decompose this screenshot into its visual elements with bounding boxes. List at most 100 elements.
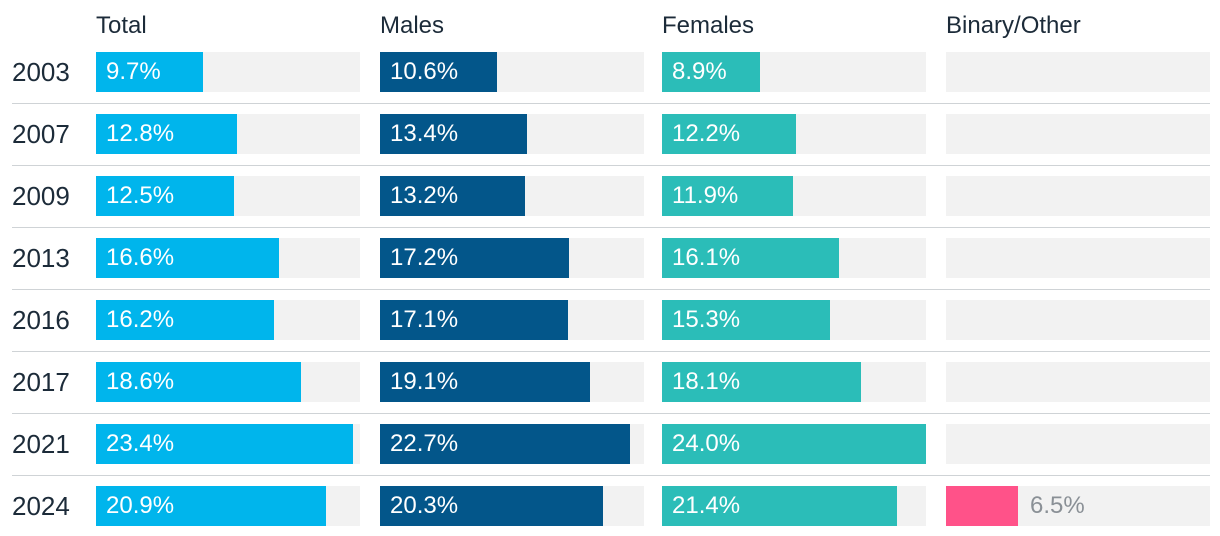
bar-track-males: 13.2%: [380, 176, 644, 216]
column-header-males: Males: [380, 12, 445, 39]
year-label: 2003: [12, 57, 70, 87]
bar-females: [662, 52, 760, 92]
bar-track-females: 8.9%: [662, 52, 926, 92]
bar-track-females: 18.1%: [662, 362, 926, 402]
row-2003: 2003 9.7% 10.6% 8.9%: [0, 52, 1220, 92]
value-label: 18.1%: [672, 368, 741, 395]
row-2021: 2021 23.4% 22.7% 24.0%: [0, 424, 1220, 464]
bar-females: [662, 486, 897, 526]
bar-females: [662, 300, 830, 340]
bar-track-binary-other: [946, 52, 1210, 92]
bar-track-males: 13.4%: [380, 114, 644, 154]
bar-track-binary-other: 6.5%: [946, 486, 1210, 526]
bar-males: [380, 176, 525, 216]
bar-track-total: 16.2%: [96, 300, 360, 340]
bar-track-males: 22.7%: [380, 424, 644, 464]
bar-track-females: 21.4%: [662, 486, 926, 526]
bar-total: [96, 362, 301, 402]
year-label: 2017: [12, 367, 70, 397]
value-label: 17.2%: [390, 244, 459, 271]
row-2017: 2017 18.6% 19.1% 18.1%: [0, 362, 1220, 402]
value-label: 8.9%: [672, 58, 727, 85]
bar-males: [380, 114, 527, 154]
row-2009: 2009 12.5% 13.2% 11.9%: [0, 176, 1220, 216]
bar-females: [662, 176, 793, 216]
value-label: 17.1%: [390, 306, 459, 333]
value-label: 6.5%: [1030, 492, 1085, 519]
bar-track-males: 10.6%: [380, 52, 644, 92]
bar-track-binary-other: [946, 300, 1210, 340]
bar-track-females: 24.0%: [662, 424, 926, 464]
bar-males: [380, 238, 569, 278]
column-header-total: Total: [96, 12, 147, 39]
value-label: 15.3%: [672, 306, 741, 333]
bar-total: [96, 424, 353, 464]
bar-track-females: 16.1%: [662, 238, 926, 278]
bar-total: [96, 300, 274, 340]
value-label: 21.4%: [672, 492, 741, 519]
value-label: 12.2%: [672, 120, 741, 147]
bar-track-females: 12.2%: [662, 114, 926, 154]
bar-track-total: 16.6%: [96, 238, 360, 278]
bar-females: [662, 424, 926, 464]
row-2007: 2007 12.8% 13.4% 12.2%: [0, 114, 1220, 154]
bar-track-total: 18.6%: [96, 362, 360, 402]
value-label: 13.2%: [390, 182, 459, 209]
row-divider: [12, 227, 1210, 228]
bar-total: [96, 114, 237, 154]
bar-total: [96, 176, 234, 216]
bar-track-binary-other: [946, 424, 1210, 464]
bar-track-binary-other: [946, 362, 1210, 402]
bar-track-binary-other: [946, 114, 1210, 154]
value-label: 20.9%: [106, 492, 175, 519]
year-label: 2007: [12, 119, 70, 149]
year-label: 2024: [12, 491, 70, 521]
year-label: 2021: [12, 429, 70, 459]
bar-males: [380, 486, 603, 526]
row-2016: 2016 16.2% 17.1% 15.3%: [0, 300, 1220, 340]
value-label: 13.4%: [390, 120, 459, 147]
year-label: 2013: [12, 243, 70, 273]
value-label: 19.1%: [390, 368, 459, 395]
value-label: 24.0%: [672, 430, 741, 457]
bar-total: [96, 486, 326, 526]
bar-track-males: 17.1%: [380, 300, 644, 340]
value-label: 20.3%: [390, 492, 459, 519]
value-label: 16.1%: [672, 244, 741, 271]
row-2013: 2013 16.6% 17.2% 16.1%: [0, 238, 1220, 278]
bar-total: [96, 238, 279, 278]
column-header-females: Females: [662, 12, 755, 39]
bar-females: [662, 362, 861, 402]
value-label: 12.8%: [106, 120, 175, 147]
value-label: 18.6%: [106, 368, 175, 395]
bar-track-binary-other: [946, 238, 1210, 278]
row-2024: 2024 20.9% 20.3% 21.4% 6.5%: [0, 486, 1220, 526]
row-divider: [12, 351, 1210, 352]
value-label: 11.9%: [672, 182, 739, 209]
value-label: 9.7%: [106, 58, 161, 85]
bar-males: [380, 424, 630, 464]
year-label: 2016: [12, 305, 70, 335]
bar-males: [380, 300, 568, 340]
row-divider: [12, 475, 1210, 476]
bar-total: [96, 52, 203, 92]
bar-binary-other: [946, 486, 1018, 526]
row-divider: [12, 289, 1210, 290]
row-divider: [12, 413, 1210, 414]
value-label: 16.6%: [106, 244, 175, 271]
bar-track-total: 9.7%: [96, 52, 360, 92]
bar-track-males: 20.3%: [380, 486, 644, 526]
bar-track-total: 12.8%: [96, 114, 360, 154]
year-label: 2009: [12, 181, 70, 211]
value-label: 12.5%: [106, 182, 175, 209]
bar-males: [380, 52, 497, 92]
row-divider: [12, 103, 1210, 104]
bar-track-males: 19.1%: [380, 362, 644, 402]
bar-track-females: 11.9%: [662, 176, 926, 216]
value-label: 22.7%: [390, 430, 459, 457]
value-label: 10.6%: [390, 58, 459, 85]
row-divider: [12, 165, 1210, 166]
bar-track-males: 17.2%: [380, 238, 644, 278]
value-label: 23.4%: [106, 430, 175, 457]
